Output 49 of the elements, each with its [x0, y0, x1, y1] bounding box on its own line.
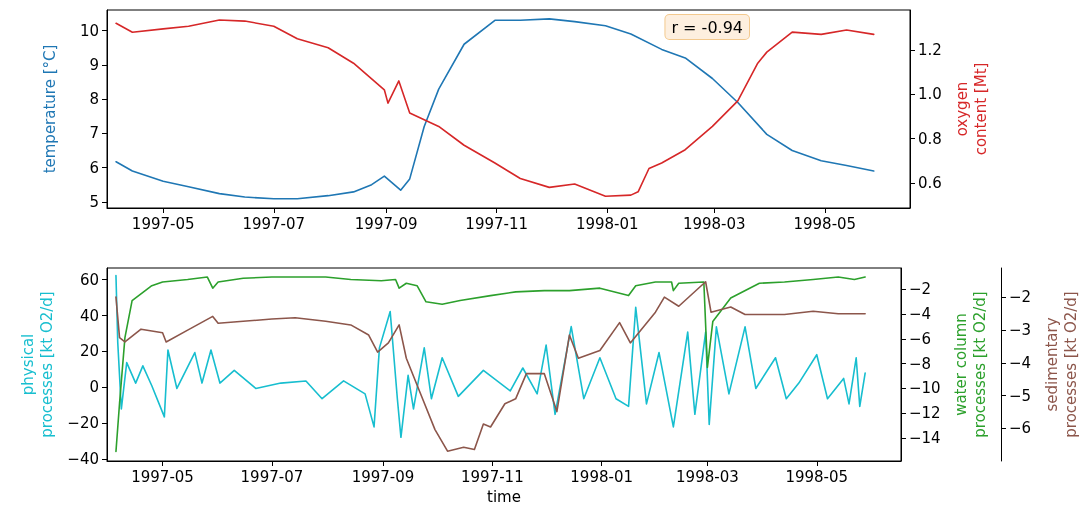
x-tick-label: 1998-01	[570, 467, 634, 486]
x-axis-title: time	[487, 487, 521, 506]
x-tick-label: 1998-05	[793, 214, 857, 233]
y2-tick-label: 1.0	[918, 85, 942, 104]
y-tick-label: −40	[67, 450, 99, 469]
y3-tick-label: −5	[1008, 386, 1032, 405]
y2-tick-label: −8	[908, 354, 932, 373]
x-tick-label: 1997-07	[240, 467, 304, 486]
y2-tick-label: −14	[908, 428, 941, 447]
y-axis-title: physical processes [kt O2/d]	[18, 291, 56, 438]
x-tick-label: 1997-05	[131, 214, 195, 233]
y2-axis-title: water column processes [kt O2/d]	[952, 291, 990, 438]
y2-tick-label: −6	[908, 329, 932, 348]
y3-axis-title: sedimentary processes [kt O2/d]	[1042, 291, 1080, 438]
y-tick-label: 10	[79, 21, 99, 40]
annotation: r = -0.94	[671, 17, 744, 37]
y2-tick-label: −10	[908, 379, 941, 398]
x-tick-label: 1998-03	[676, 467, 739, 486]
x-tick-label: 1998-01	[575, 214, 639, 233]
y2-tick-label: −12	[908, 404, 941, 423]
x-tick-label: 1998-03	[682, 214, 746, 233]
y2-tick-label: −2	[908, 280, 932, 299]
y2-tick-label: −4	[908, 305, 932, 324]
x-tick-label: 1997-11	[461, 467, 524, 486]
y-tick-label: 40	[79, 306, 99, 325]
y3-tick-label: −2	[1008, 288, 1032, 307]
y2-axis-title: oxygen content [Mt]	[953, 62, 991, 156]
y3-tick-label: −6	[1008, 419, 1032, 438]
y-tick-label: 7	[89, 124, 99, 143]
x-tick-label: 1997-05	[131, 467, 194, 486]
x-tick-label: 1997-09	[351, 467, 415, 486]
y-tick-label: 8	[89, 90, 99, 109]
x-tick-label: 1997-11	[465, 214, 529, 233]
y2-tick-label: 0.6	[918, 173, 942, 192]
y3-tick-label: −4	[1008, 353, 1032, 372]
y2-tick-label: 1.2	[918, 40, 942, 59]
y-tick-label: 6	[89, 158, 99, 177]
y-tick-label: 9	[89, 55, 99, 74]
y-tick-label: 0	[89, 378, 99, 397]
x-tick-label: 1997-09	[354, 214, 418, 233]
y-tick-label: −20	[67, 414, 99, 433]
y-tick-label: 5	[89, 192, 99, 211]
x-tick-label: 1998-05	[785, 467, 849, 486]
y-axis-title: temperature [°C]	[40, 44, 59, 174]
x-tick-label: 1997-07	[242, 214, 306, 233]
y-tick-label: 20	[79, 342, 99, 361]
y3-tick-label: −3	[1008, 321, 1032, 340]
y-tick-label: 60	[79, 270, 99, 289]
y2-tick-label: 0.8	[918, 129, 942, 148]
